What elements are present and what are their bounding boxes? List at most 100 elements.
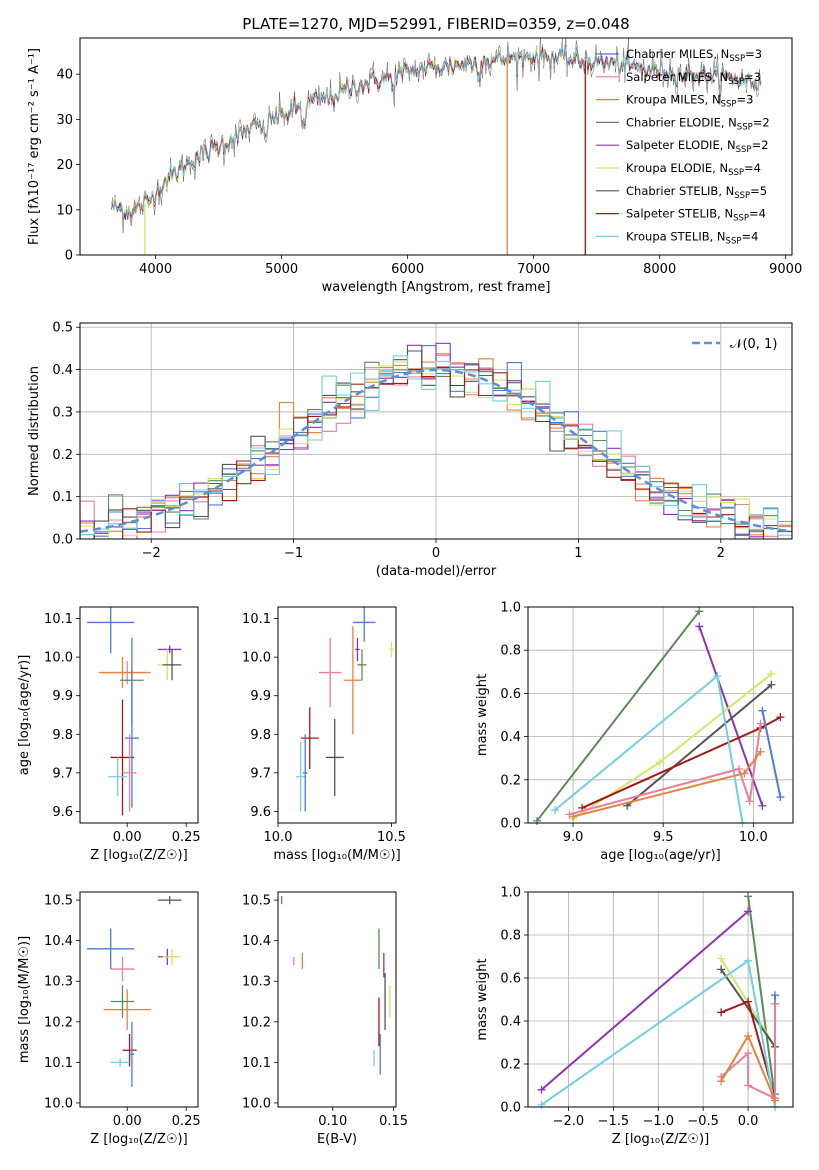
- point-marker: [717, 1008, 726, 1017]
- y-tick-label: 30: [56, 113, 73, 128]
- point-marker: [713, 672, 722, 681]
- spectrum-line: [111, 43, 761, 222]
- axes-frame: [527, 606, 794, 824]
- y-tick-label: 1.0: [500, 886, 521, 901]
- y-axis-label: mass [log₁₀(M/M☉)]: [17, 936, 32, 1063]
- data-point: [103, 989, 151, 1030]
- x-tick-label: 9.0: [563, 830, 584, 845]
- panel-spectrum: 4000 5000 6000 7000 8000 9000 0 10 20 30 40 wavelen…: [27, 37, 802, 295]
- x-tick-label: −1.0: [642, 1114, 674, 1129]
- legend-label: Kroupa ELODIE, NSSP=4: [626, 161, 761, 178]
- y-tick-label: 10.0: [44, 1096, 73, 1111]
- legend-model: Salpeter MILES, N: [626, 70, 728, 84]
- normal-curve: [79, 368, 793, 533]
- x-tick-label: −0.5: [687, 1114, 719, 1129]
- y-tick-label: 9.8: [52, 728, 73, 743]
- point-marker: [767, 680, 776, 689]
- x-axis-label: age [log₁₀(age/yr)]: [600, 848, 721, 863]
- axes-frame: [277, 606, 397, 824]
- axes-frame: [79, 322, 793, 540]
- point-marker: [744, 907, 753, 916]
- data-point: [300, 707, 319, 769]
- series-line: [626, 684, 773, 807]
- y-tick-label: 10.1: [242, 612, 271, 627]
- point-marker: [744, 1032, 753, 1041]
- data-point: [352, 607, 376, 642]
- data-point: [122, 734, 137, 812]
- point-marker: [771, 991, 780, 1000]
- y-axis-label: Flux [fλ10⁻¹⁷ erg cm⁻² s⁻¹ A⁻¹]: [27, 48, 42, 245]
- data-point: [162, 948, 182, 966]
- y-tick-label: 0.1: [52, 490, 73, 505]
- y-tick-label: 10.4: [242, 934, 271, 949]
- y-axis-label: age [log₁₀(age/yr)]: [17, 655, 32, 776]
- x-axis-label: Z [log₁₀(Z/Z☉)]: [90, 1132, 187, 1147]
- x-tick-label: 0.10: [318, 1114, 347, 1129]
- legend-model: Kroupa STELIB, N: [626, 229, 726, 243]
- series-line: [698, 626, 764, 807]
- y-axis-label: Normed distribution: [27, 366, 42, 496]
- legend-subscript: SSP: [729, 54, 745, 64]
- y-axis-label: mass weight: [475, 674, 490, 756]
- legend-model: Kroupa MILES, N: [626, 93, 721, 107]
- y-tick-label: 0.2: [500, 773, 521, 788]
- legend-count: =3: [736, 93, 753, 107]
- data-point: [87, 607, 135, 654]
- data-point: [110, 985, 135, 1018]
- data-point: [389, 641, 394, 658]
- x-tick-label: 10.0: [739, 830, 768, 845]
- point-marker: [744, 1081, 753, 1090]
- y-tick-label: 0.8: [500, 929, 521, 944]
- point-marker: [744, 1049, 753, 1058]
- legend-label: 𝒩(0, 1): [730, 337, 777, 352]
- y-tick-label: 9.6: [52, 805, 73, 820]
- panel-age_vs_mass: 10.0 10.5 9.6 9.7 9.8 9.9 10.0 10.1 mass [log₁₀(…: [242, 606, 406, 863]
- x-tick-label: 10.5: [377, 830, 406, 845]
- y-tick-label: 10: [56, 203, 73, 218]
- series-line: [569, 723, 762, 816]
- data-point: [110, 699, 135, 816]
- y-tick-label: 10.3: [44, 975, 73, 990]
- panel-residuals: −2 −1 0 1 2 0.0 0.1 0.2 0.3 0.4 0.5 (data-model)/er…: [27, 321, 793, 579]
- x-tick-label: −1.5: [598, 1114, 630, 1129]
- x-axis-label: (data-model)/error: [376, 564, 497, 579]
- point-marker: [655, 758, 664, 767]
- y-tick-label: 1.0: [500, 601, 521, 616]
- panel-weight_vs_Z: −2.0 −1.5 −1.0 −0.5 0.0 0.0 0.2 0.4 0.6 0.8 1.0 Z […: [475, 886, 794, 1147]
- axes-frame: [79, 891, 199, 1108]
- series-line: [747, 896, 776, 1099]
- legend-label: Kroupa STELIB, NSSP=4: [626, 229, 758, 246]
- legend-label: Salpeter STELIB, NSSP=4: [626, 207, 766, 224]
- x-tick-label: 0.00: [113, 1114, 142, 1129]
- figure-title: PLATE=1270, MJD=52991, FIBERID=0359, z=0…: [242, 15, 629, 33]
- point-marker: [744, 892, 753, 901]
- point-marker: [767, 669, 776, 678]
- point-marker: [771, 999, 780, 1008]
- legend-model: Chabrier STELIB, N: [626, 184, 734, 198]
- x-tick-label: 6000: [391, 262, 424, 277]
- legend-count: =2: [752, 138, 769, 152]
- data-point: [296, 742, 306, 812]
- x-tick-label: 2: [717, 546, 725, 561]
- legend-subscript: SSP: [728, 168, 744, 178]
- x-axis-label: E(B-V): [317, 1132, 357, 1147]
- y-tick-label: 0.8: [500, 644, 521, 659]
- series-line: [536, 610, 701, 822]
- data-point: [122, 1033, 137, 1067]
- y-tick-label: 0.4: [500, 1015, 521, 1030]
- y-tick-label: 10.2: [242, 1015, 271, 1030]
- data-point: [157, 645, 182, 654]
- x-tick-label: −2: [142, 546, 161, 561]
- point-marker: [744, 956, 753, 965]
- point-marker: [771, 1096, 780, 1105]
- data-point: [157, 896, 182, 905]
- y-tick-label: 10.3: [242, 975, 271, 990]
- point-marker: [756, 719, 765, 728]
- y-tick-label: 0.5: [52, 321, 73, 336]
- point-marker: [717, 965, 726, 974]
- panel-mass_vs_Z: 0.00 0.25 10.0 10.1 10.2 10.3 10.4 10.5 Z [log₁₀…: [17, 891, 201, 1147]
- legend-model: Chabrier MILES, N: [626, 47, 729, 61]
- point-marker: [717, 954, 726, 963]
